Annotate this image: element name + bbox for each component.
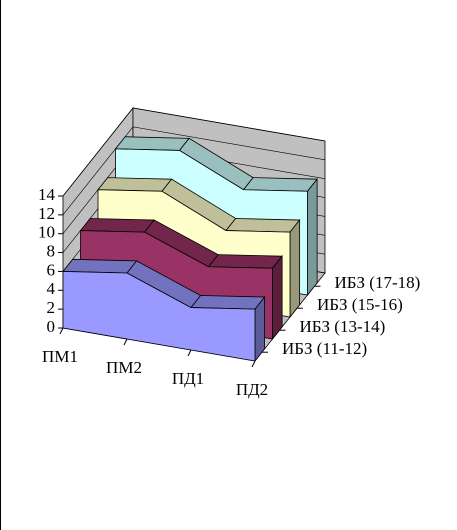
y-tick-label: 2 xyxy=(47,298,56,317)
series-label: ИБЗ (11-12) xyxy=(282,339,367,358)
x-tick-label: ПД2 xyxy=(236,380,268,399)
y-tick-label: 14 xyxy=(38,185,56,204)
x-tick xyxy=(251,360,256,368)
x-tick-label: ПД1 xyxy=(172,369,204,388)
x-tick xyxy=(187,349,192,357)
area-top-shade xyxy=(243,177,318,192)
area-top-shade xyxy=(162,179,236,231)
series-label: ИБЗ (13-14) xyxy=(300,317,386,336)
area-top-shade xyxy=(191,295,265,310)
area-end-shade xyxy=(255,297,265,361)
grid-line xyxy=(62,126,326,216)
area-top-shade xyxy=(127,260,201,308)
x-tick xyxy=(123,338,128,346)
area-end-shade xyxy=(272,256,283,339)
y-tick-label: 8 xyxy=(47,241,56,260)
series-label: ИБЗ (15-16) xyxy=(317,295,403,314)
area-top-shade xyxy=(226,218,300,233)
area-top-shade xyxy=(179,138,254,190)
x-tick xyxy=(59,327,64,335)
area-top-shade xyxy=(80,218,155,233)
area-top-shade xyxy=(208,254,283,269)
x-tick-label: ПМ2 xyxy=(106,358,142,377)
y-tick-label: 0 xyxy=(47,317,56,336)
grid-line xyxy=(62,107,326,197)
x-tick-label: ПМ1 xyxy=(42,347,78,366)
area-top-shade xyxy=(98,177,172,192)
y-tick-label: 4 xyxy=(47,279,56,298)
y-tick-label: 12 xyxy=(38,204,55,223)
y-tick-label: 10 xyxy=(38,223,55,242)
area-top-shade xyxy=(63,259,137,273)
area-end-shade xyxy=(307,179,318,295)
series-label: ИБЗ (17-18) xyxy=(335,273,421,292)
area-top-shade xyxy=(115,136,190,151)
y-tick-label: 6 xyxy=(47,260,56,279)
area-end-shade xyxy=(290,220,300,317)
area-top-shade xyxy=(144,220,219,267)
